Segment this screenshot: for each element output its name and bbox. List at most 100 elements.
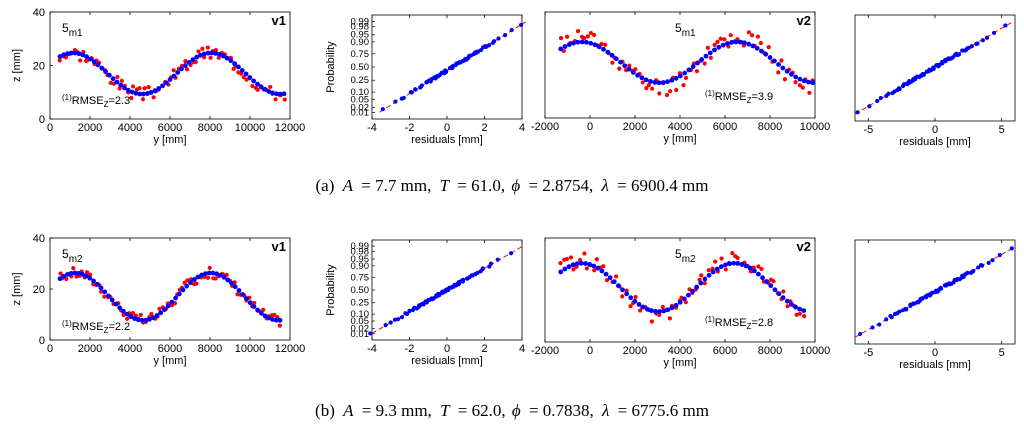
residual-point xyxy=(969,44,974,49)
fit-point xyxy=(255,81,260,87)
y-tick-label: 0.95 xyxy=(351,254,370,265)
fit-point xyxy=(735,261,741,266)
version-label: v1 xyxy=(272,13,286,28)
measured-point xyxy=(683,75,689,81)
x-tick-label: -2000 xyxy=(531,345,559,357)
x-axis-label: residuals [mm] xyxy=(899,359,971,371)
fit-point xyxy=(706,272,712,278)
fit-point xyxy=(132,316,137,321)
fit-point xyxy=(76,270,82,276)
fit-point xyxy=(182,63,188,68)
fit-point xyxy=(103,69,108,75)
measured-point xyxy=(797,311,802,316)
residual-point xyxy=(886,91,891,96)
x-tick-label: 4000 xyxy=(668,121,692,133)
fit-point xyxy=(630,69,636,75)
fit-point xyxy=(209,50,215,56)
fit-point xyxy=(743,263,749,269)
x-tick-label: 8000 xyxy=(758,121,782,133)
residual-point xyxy=(508,251,514,256)
fit-point xyxy=(636,301,642,307)
measured-point xyxy=(722,37,727,42)
residual-point xyxy=(368,331,373,336)
fit-point xyxy=(747,265,753,271)
measured-point xyxy=(282,97,287,102)
fit-point xyxy=(562,44,568,49)
x-tick-label: 4000 xyxy=(118,122,142,134)
fit-point xyxy=(669,305,675,311)
measured-point xyxy=(674,87,679,93)
fit-point xyxy=(806,79,811,85)
measured-point xyxy=(646,83,651,88)
measured-point xyxy=(207,265,212,271)
chart-b-qq1: -4 -2 0 2 4 residuals [mm] 0.010.020.050.100.2… xyxy=(325,239,525,367)
fit-point xyxy=(751,268,757,274)
measured-point xyxy=(571,267,576,272)
fit-point xyxy=(198,52,203,58)
residual-point xyxy=(920,296,925,301)
measured-point xyxy=(664,92,670,98)
measured-point xyxy=(142,86,147,91)
fit-point xyxy=(220,53,226,59)
measured-point xyxy=(115,74,120,80)
measured-point xyxy=(171,68,176,73)
fit-point xyxy=(731,260,737,266)
chart-a-qq1: -4 -2 0 2 4 residuals [mm] 0.010.020.050.100.2… xyxy=(325,14,527,146)
fit-point xyxy=(694,284,700,290)
fit-point xyxy=(558,46,564,52)
y-tick-label: 0.95 xyxy=(351,30,370,41)
x-tick-label: 10000 xyxy=(235,122,266,134)
residual-point xyxy=(480,267,485,272)
y-tick-label: 0.50 xyxy=(351,62,370,73)
fit-point xyxy=(771,58,777,64)
measured-point xyxy=(183,59,188,64)
fit-point xyxy=(65,272,70,277)
fit-point xyxy=(797,306,803,312)
fit-point xyxy=(793,74,799,80)
fit-point xyxy=(180,287,186,293)
fit-point xyxy=(653,309,658,314)
fit-point xyxy=(239,67,245,73)
residual-point xyxy=(956,52,962,57)
fit-point xyxy=(102,289,108,295)
x-tick-label: 2 xyxy=(481,122,487,134)
fit-point xyxy=(570,262,576,268)
fit-point xyxy=(613,56,619,62)
fit-point xyxy=(258,84,264,90)
y-tick-label: 0.05 xyxy=(351,94,370,105)
y-tick-label: 0.98 xyxy=(351,246,370,257)
residual-point xyxy=(897,86,902,92)
measured-point xyxy=(758,40,763,46)
x-axis-label: y [mm] xyxy=(154,355,187,367)
residual-point xyxy=(380,107,385,112)
measured-point xyxy=(184,67,190,72)
x-tick-label: 4 xyxy=(519,122,525,134)
fit-point xyxy=(258,310,264,316)
measured-point xyxy=(585,34,590,39)
fit-point xyxy=(72,50,78,56)
residual-point xyxy=(884,317,889,322)
y-tick-label: 0.99 xyxy=(351,241,370,252)
fit-point xyxy=(714,266,720,272)
y-tick-label: 0.98 xyxy=(351,22,370,33)
x-axis-label: y [mm] xyxy=(664,133,697,145)
fit-point xyxy=(98,285,104,291)
fit-point xyxy=(707,50,713,56)
legend-label: 5m2 xyxy=(675,247,696,265)
residual-point xyxy=(900,83,906,89)
measured-point xyxy=(712,42,717,47)
fit-point xyxy=(793,304,798,310)
y-tick-label: 40 xyxy=(33,233,45,245)
fit-point xyxy=(764,279,770,284)
fit-point xyxy=(195,274,201,280)
fit-point xyxy=(712,47,717,53)
fit-point xyxy=(673,302,679,308)
measured-point xyxy=(558,261,563,266)
fit-point xyxy=(562,266,568,272)
fit-point xyxy=(125,87,131,93)
fit-point xyxy=(106,293,111,299)
measured-point xyxy=(58,271,63,276)
fit-point xyxy=(718,264,724,270)
measured-point xyxy=(617,66,622,71)
fit-point xyxy=(68,270,74,276)
